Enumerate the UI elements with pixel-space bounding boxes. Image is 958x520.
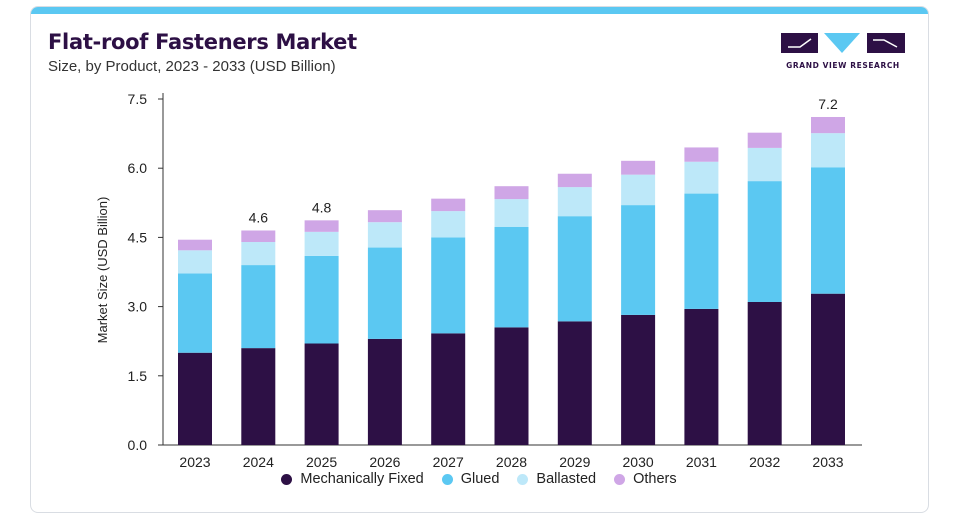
x-tick-label: 2026	[369, 454, 400, 470]
y-tick-label: 6.0	[128, 160, 148, 176]
y-tick-label: 7.5	[128, 91, 148, 107]
legend-swatch	[441, 473, 453, 485]
bar-segment-ballasted	[304, 231, 339, 256]
chart-bars	[178, 116, 845, 445]
bar-segment-glued	[178, 273, 212, 353]
bar-segment-others	[494, 186, 529, 200]
bar-segment-others	[621, 160, 656, 175]
logo-mark-icon	[781, 33, 905, 53]
bar-segment-others	[304, 220, 339, 232]
bar-segment-ballasted	[178, 250, 212, 274]
bar-segment-ballasted	[811, 133, 845, 168]
bar-segment-others	[431, 198, 466, 212]
bar-segment-others	[178, 239, 212, 251]
x-tick-label: 2029	[559, 454, 590, 470]
stacked-bar-chart: Market Size (USD Billion) 0.0 1.5 3.0 4.5 6.…	[95, 91, 862, 470]
bar-segment-ballasted	[241, 242, 276, 266]
bar-segment-ballasted	[431, 211, 466, 238]
bar-segment-glued	[811, 167, 845, 294]
x-tick-label: 2032	[749, 454, 780, 470]
x-tick-label: 2027	[433, 454, 464, 470]
x-tick-label: 2030	[623, 454, 654, 470]
bar-segment-ballasted	[494, 199, 529, 227]
chart-legend: Mechanically Fixed Glued Ballasted Others	[0, 471, 958, 489]
x-tick-label: 2025	[306, 454, 337, 470]
data-label: 4.6	[249, 209, 269, 225]
bar-segment-glued	[431, 237, 466, 334]
legend-item: Mechanically Fixed	[281, 471, 424, 487]
bar-segment-glued	[747, 181, 782, 302]
bar-segment-ballasted	[621, 174, 656, 206]
legend-swatch	[517, 473, 529, 485]
bar-segment-others	[747, 132, 782, 148]
chart-subtitle: Size, by Product, 2023 - 2033 (USD Billi…	[48, 58, 336, 75]
accent-top-bar	[31, 7, 928, 14]
bar-segment-ballasted	[557, 187, 592, 217]
chart-labels: 0.0 1.5 3.0 4.5 6.0 7.5 2023 2024 2025 2026 2027 20…	[128, 91, 844, 470]
bar-segment-mechanically-fixed	[241, 348, 276, 445]
legend-label: Glued	[460, 471, 500, 487]
legend-item: Ballasted	[517, 471, 596, 487]
y-tick-label: 4.5	[128, 229, 148, 245]
data-label: 7.2	[818, 96, 838, 112]
legend-item: Glued	[441, 471, 500, 487]
bar-segment-others	[811, 116, 845, 134]
bar-segment-glued	[684, 193, 719, 309]
bar-segment-ballasted	[747, 147, 782, 182]
bar-segment-glued	[241, 265, 276, 349]
y-tick-label: 1.5	[128, 368, 148, 384]
x-tick-label: 2033	[812, 454, 843, 470]
legend-label: Mechanically Fixed	[300, 471, 424, 487]
bar-segment-glued	[557, 216, 592, 322]
bar-segment-mechanically-fixed	[367, 338, 402, 445]
bar-segment-mechanically-fixed	[621, 314, 656, 445]
bar-segment-others	[367, 210, 402, 223]
bar-segment-mechanically-fixed	[747, 301, 782, 445]
bar-segment-mechanically-fixed	[304, 343, 339, 445]
bar-segment-mechanically-fixed	[431, 333, 466, 445]
bar-segment-mechanically-fixed	[684, 308, 719, 445]
bar-segment-mechanically-fixed	[178, 352, 212, 445]
x-tick-label: 2028	[496, 454, 527, 470]
bar-segment-mechanically-fixed	[494, 327, 529, 445]
bar-segment-glued	[367, 247, 402, 339]
data-label: 4.8	[312, 199, 332, 215]
legend-swatch	[281, 473, 293, 485]
bar-segment-others	[557, 173, 592, 188]
chart-title: Flat-roof Fasteners Market	[48, 30, 357, 54]
legend-swatch	[614, 473, 626, 485]
bar-segment-others	[684, 147, 719, 162]
x-tick-label: 2031	[686, 454, 717, 470]
bar-segment-mechanically-fixed	[811, 293, 845, 445]
x-tick-label: 2024	[243, 454, 274, 470]
legend-label: Ballasted	[536, 471, 597, 487]
y-tick-label: 0.0	[128, 437, 148, 453]
bar-segment-ballasted	[367, 222, 402, 248]
bar-segment-mechanically-fixed	[557, 321, 592, 445]
x-tick-label: 2023	[179, 454, 210, 470]
bar-segment-others	[241, 230, 276, 243]
y-tick-label: 3.0	[128, 299, 148, 315]
y-axis-label: Market Size (USD Billion)	[95, 197, 110, 344]
bar-segment-glued	[304, 255, 339, 344]
legend-item: Others	[614, 471, 677, 487]
grand-view-research-logo: GRAND VIEW RESEARCH	[780, 31, 906, 73]
logo-text: GRAND VIEW RESEARCH	[786, 61, 900, 70]
bar-segment-glued	[494, 226, 529, 328]
bar-segment-glued	[621, 205, 656, 315]
legend-label: Others	[633, 471, 677, 487]
bar-segment-ballasted	[684, 161, 719, 194]
